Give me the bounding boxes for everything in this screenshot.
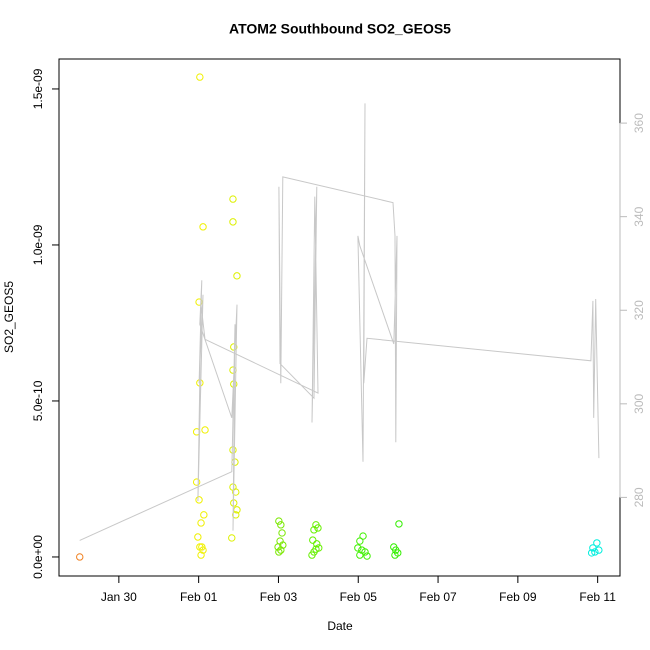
- point: [231, 458, 239, 466]
- point: [232, 488, 240, 496]
- point: [313, 540, 321, 548]
- x-tick-label: Feb 05: [340, 590, 378, 604]
- point: [591, 548, 599, 556]
- chart-title: ATOM2 Southbound SO2_GEOS5: [229, 21, 451, 37]
- point: [587, 549, 596, 557]
- y-tick-label: 0.0e+00: [31, 535, 45, 579]
- point: [199, 223, 207, 231]
- point: [314, 524, 322, 532]
- x-axis-label: Date: [327, 619, 353, 633]
- point: [309, 536, 317, 544]
- point: [354, 544, 362, 552]
- y-tick-label: 5.0e-10: [31, 380, 45, 421]
- y2-tick-label: 340: [632, 206, 646, 226]
- point: [198, 543, 206, 551]
- point: [233, 272, 241, 280]
- point: [279, 541, 287, 549]
- point: [194, 533, 202, 541]
- point: [363, 552, 371, 560]
- x-tick-label: Jan 30: [101, 590, 137, 604]
- y2-tick-label: 300: [632, 393, 646, 413]
- y2-tick-label: 360: [632, 113, 646, 133]
- point: [229, 446, 237, 454]
- y-axis-label: SO2_GEOS5: [2, 281, 16, 353]
- point: [395, 520, 403, 528]
- y-tick-label: 1.0e-09: [31, 224, 45, 265]
- point: [308, 551, 316, 559]
- point: [229, 218, 237, 226]
- point: [197, 519, 205, 527]
- x-tick-label: Feb 01: [180, 590, 218, 604]
- point: [277, 546, 285, 554]
- point: [195, 496, 203, 504]
- point: [76, 553, 84, 561]
- point: [356, 551, 364, 559]
- y-tick-label: 1.5e-09: [31, 68, 45, 109]
- point: [595, 546, 603, 554]
- x-tick-label: Feb 03: [260, 590, 298, 604]
- point: [232, 511, 240, 519]
- point: [201, 426, 209, 434]
- x-tick-label: Feb 09: [499, 590, 537, 604]
- point: [228, 534, 236, 542]
- point: [199, 546, 207, 554]
- x-tick-label: Feb 07: [419, 590, 457, 604]
- point: [356, 537, 364, 545]
- point: [197, 551, 205, 559]
- point: [229, 195, 237, 203]
- point: [278, 529, 286, 537]
- point: [593, 539, 601, 547]
- point: [310, 526, 318, 534]
- point: [275, 517, 283, 525]
- y2-tick-label: 320: [632, 300, 646, 320]
- point: [312, 545, 320, 553]
- point: [275, 548, 283, 556]
- point: [277, 521, 285, 529]
- point: [200, 511, 208, 519]
- y2-tick-label: 280: [632, 487, 646, 507]
- point: [391, 551, 399, 559]
- plot-frame: [58, 58, 621, 577]
- point: [196, 73, 204, 81]
- line: [79, 103, 600, 541]
- point: [230, 343, 238, 351]
- point: [229, 366, 237, 374]
- point: [192, 478, 201, 486]
- x-tick-label: Feb 11: [579, 590, 616, 604]
